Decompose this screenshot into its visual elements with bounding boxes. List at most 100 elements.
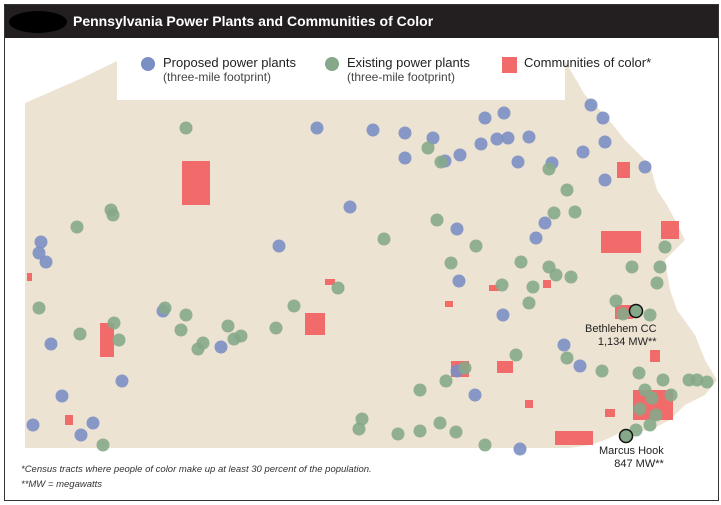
existing-power-plant bbox=[547, 206, 561, 220]
proposed-power-plant bbox=[513, 442, 527, 456]
existing-power-plant bbox=[439, 374, 453, 388]
proposed-power-plant bbox=[366, 123, 380, 137]
proposed-power-plant bbox=[511, 155, 525, 169]
community-of-color-area bbox=[601, 231, 641, 253]
existing-power-plant bbox=[107, 316, 121, 330]
existing-power-plant bbox=[421, 141, 435, 155]
proposed-power-plant bbox=[450, 222, 464, 236]
existing-power-plant bbox=[664, 388, 678, 402]
existing-power-plant bbox=[616, 307, 630, 321]
bethlehem-annotation: Bethlehem CC 1,134 MW** bbox=[585, 323, 657, 349]
annotation-value: 1,134 MW** bbox=[597, 336, 657, 348]
existing-power-plant bbox=[700, 375, 714, 389]
proposed-power-plant bbox=[638, 160, 652, 174]
community-of-color-area bbox=[555, 431, 593, 445]
existing-power-plant bbox=[509, 348, 523, 362]
existing-power-plant bbox=[629, 423, 643, 437]
proposed-power-plant bbox=[501, 131, 515, 145]
existing-power-plant bbox=[649, 408, 663, 422]
proposed-power-plant bbox=[538, 216, 552, 230]
marcus-hook-annotation: Marcus Hook 847 MW** bbox=[599, 445, 664, 471]
proposed-power-plant bbox=[44, 337, 58, 351]
proposed-power-plant bbox=[115, 374, 129, 388]
community-of-color-area bbox=[305, 313, 325, 335]
community-of-color-area bbox=[445, 301, 453, 307]
proposed-power-plant bbox=[490, 132, 504, 146]
footnote-2: **MW = megawatts bbox=[21, 479, 103, 490]
existing-power-plant bbox=[645, 391, 659, 405]
existing-power-plant bbox=[564, 270, 578, 284]
proposed-power-plant bbox=[32, 246, 46, 260]
proposed-power-plant bbox=[34, 235, 48, 249]
proposed-power-plant bbox=[474, 137, 488, 151]
existing-power-plant bbox=[495, 278, 509, 292]
existing-power-plant bbox=[413, 424, 427, 438]
existing-power-plant bbox=[174, 323, 188, 337]
proposed-power-plant bbox=[598, 135, 612, 149]
existing-power-plant bbox=[32, 301, 46, 315]
existing-power-plant bbox=[434, 155, 448, 169]
legend-label: Communities of color* bbox=[524, 55, 652, 70]
existing-power-plant bbox=[391, 427, 405, 441]
community-of-color-area bbox=[65, 415, 73, 425]
existing-power-plant bbox=[542, 162, 556, 176]
community-of-color-area bbox=[650, 350, 660, 362]
existing-power-plant bbox=[444, 256, 458, 270]
pennsylvania-map bbox=[25, 61, 717, 456]
community-of-color-area bbox=[182, 161, 210, 205]
proposed-power-plant bbox=[573, 359, 587, 373]
map-title: Pennsylvania Power Plants and Communitie… bbox=[73, 13, 434, 29]
existing-power-plant bbox=[287, 299, 301, 313]
existing-power-plant bbox=[413, 383, 427, 397]
community-of-color-area bbox=[525, 400, 533, 408]
proposed-power-plant bbox=[598, 173, 612, 187]
existing-power-plant bbox=[458, 361, 472, 375]
proposed-power-plant bbox=[39, 255, 53, 269]
existing-power-plant bbox=[690, 373, 704, 387]
legend-sublabel: (three-mile footprint) bbox=[347, 70, 456, 84]
existing-power-plant bbox=[352, 422, 366, 436]
proposed-power-plant bbox=[452, 274, 466, 288]
proposed-power-plant bbox=[74, 428, 88, 442]
proposed-power-plant bbox=[26, 418, 40, 432]
existing-power-plant bbox=[632, 366, 646, 380]
existing-power-plant bbox=[269, 321, 283, 335]
proposed-power-plant bbox=[497, 106, 511, 120]
community-of-color-area bbox=[100, 323, 114, 357]
legend-communities: Communities of color* bbox=[502, 55, 652, 73]
community-of-color-area bbox=[489, 285, 499, 291]
community-of-color-area bbox=[661, 221, 679, 239]
existing-power-plant bbox=[478, 438, 492, 452]
existing-power-plant bbox=[221, 319, 235, 333]
existing-power-plant bbox=[70, 220, 84, 234]
existing-power-plant bbox=[73, 327, 87, 341]
community-of-color-area bbox=[325, 279, 335, 285]
proposed-power-plant bbox=[86, 416, 100, 430]
proposed-power-plant bbox=[529, 231, 543, 245]
proposed-power-plant bbox=[596, 111, 610, 125]
proposed-power-plant bbox=[310, 121, 324, 135]
proposed-power-plant bbox=[398, 151, 412, 165]
existing-power-plant bbox=[643, 308, 657, 322]
legend-sublabel: (three-mile footprint) bbox=[163, 70, 272, 84]
existing-power-plant bbox=[560, 183, 574, 197]
redacted-logo bbox=[9, 11, 67, 33]
existing-power-plant bbox=[112, 333, 126, 347]
proposed-power-plant bbox=[496, 308, 510, 322]
existing-power-plant bbox=[469, 239, 483, 253]
existing-power-plant bbox=[526, 280, 540, 294]
existing-power-plant bbox=[96, 438, 110, 452]
existing-power-plant bbox=[106, 208, 120, 222]
existing-power-plant bbox=[549, 268, 563, 282]
legend-existing: Existing power plants (three-mile footpr… bbox=[325, 55, 470, 84]
map-figure: Pennsylvania Power Plants and Communitie… bbox=[4, 4, 719, 501]
existing-power-plant bbox=[430, 213, 444, 227]
proposed-power-plant bbox=[426, 131, 440, 145]
proposed-power-plant bbox=[557, 338, 571, 352]
existing-power-plant bbox=[179, 308, 193, 322]
proposed-power-plant bbox=[584, 98, 598, 112]
title-bar: Pennsylvania Power Plants and Communitie… bbox=[5, 5, 718, 38]
existing-power-plant bbox=[514, 255, 528, 269]
marcus-hook-marker bbox=[618, 428, 634, 444]
existing-power-plant bbox=[658, 240, 672, 254]
